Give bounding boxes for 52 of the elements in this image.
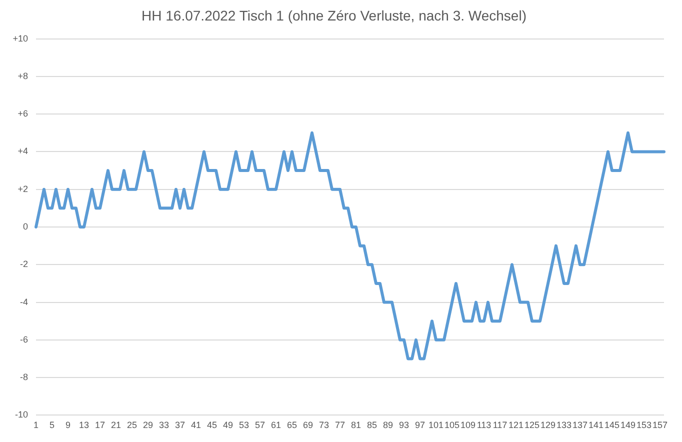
x-tick-label: 17 [94,420,106,430]
x-tick-label: 57 [254,420,266,430]
x-tick-label: 125 [524,420,540,430]
x-tick-label: 129 [540,420,556,430]
x-tick-label: 73 [318,420,330,430]
x-tick-label: 153 [636,420,652,430]
x-tick-label: 105 [444,420,460,430]
x-tick-label: 101 [428,420,444,430]
x-tick-label: 13 [78,420,90,430]
x-tick-label: 37 [174,420,186,430]
x-tick-label: 5 [49,420,55,430]
x-tick-label: 121 [508,420,524,430]
x-tick-label: 81 [350,420,362,430]
x-tick-label: 85 [366,420,378,430]
y-tick-label: 0 [22,221,28,232]
x-tick-label: 149 [620,420,636,430]
x-tick-label: 133 [556,420,572,430]
x-tick-label: 1 [33,420,39,430]
x-tick-label: 117 [492,420,508,430]
x-tick-label: 77 [334,420,346,430]
x-tick-label: 53 [238,420,250,430]
x-tick-label: 45 [206,420,218,430]
y-tick-label: -10 [14,410,28,420]
x-tick-label: 145 [604,420,620,430]
x-tick-label: 137 [572,420,588,430]
x-tick-label: 89 [382,420,394,430]
x-tick-label: 21 [110,420,122,430]
x-tick-label: 65 [286,420,298,430]
y-tick-label: -6 [20,334,28,344]
y-tick-label: -2 [20,259,28,270]
y-tick-label: -4 [20,296,28,307]
chart-title: HH 16.07.2022 Tisch 1 (ohne Zéro Verluste, nach 3. Wechsel) [142,7,526,24]
y-tick-label: +8 [18,70,28,81]
x-tick-label: 93 [398,420,410,430]
x-tick-label: 157 [652,420,668,430]
x-tick-label: 29 [142,420,154,430]
x-tick-label: 109 [460,420,476,430]
x-tick-label: 49 [222,420,234,430]
x-tick-label: 113 [476,420,492,430]
x-tick-label: 97 [414,420,426,430]
y-tick-label: +10 [12,33,28,44]
x-tick-label: 25 [126,420,138,430]
x-tick-label: 9 [65,420,71,430]
y-tick-label: -8 [20,372,28,382]
x-tick-label: 61 [270,420,282,430]
x-tick-label: 69 [302,420,314,430]
x-tick-label: 33 [158,420,170,430]
y-tick-label: +6 [18,108,28,119]
x-tick-label: 41 [190,420,202,430]
x-tick-label: 141 [588,420,604,430]
y-tick-label: +4 [18,146,28,156]
y-tick-label: +2 [18,184,28,194]
